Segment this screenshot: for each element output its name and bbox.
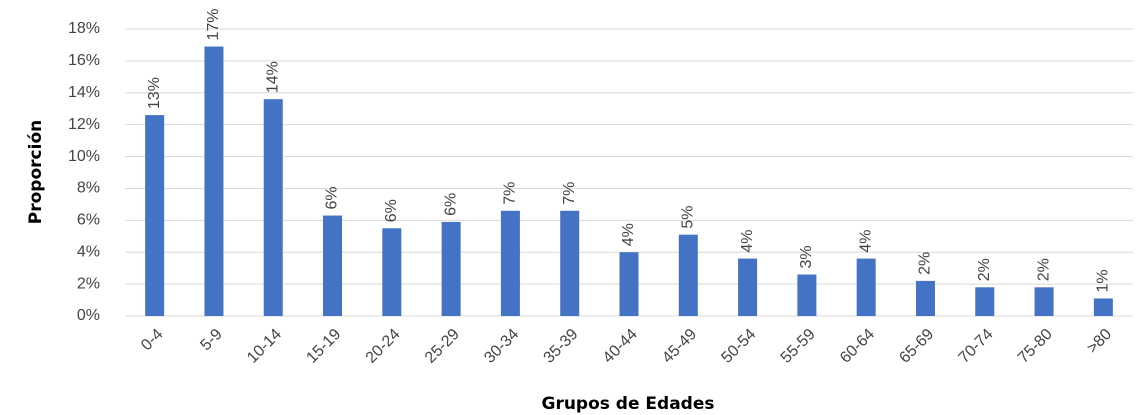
y-tick-label: 16% <box>68 52 100 69</box>
x-tick-label: 70-74 <box>956 326 997 367</box>
x-tick-label: 50-54 <box>718 326 759 367</box>
value-label: 14% <box>264 61 281 93</box>
bar <box>975 287 995 316</box>
x-tick-label: 45-49 <box>659 326 700 367</box>
bar <box>382 228 402 316</box>
value-label: 4% <box>739 229 756 252</box>
bar <box>915 280 935 316</box>
y-tick-label: 6% <box>77 212 100 229</box>
x-tick-label: 40-44 <box>600 326 641 367</box>
x-tick-label: 15-19 <box>303 326 344 367</box>
value-label: 2% <box>917 252 934 275</box>
y-tick-label: 4% <box>77 243 100 260</box>
value-label: 7% <box>502 182 519 205</box>
x-tick-label: 55-59 <box>778 326 819 367</box>
bar <box>500 210 520 316</box>
y-axis-title: Proporción <box>26 120 46 224</box>
y-tick-label: 18% <box>68 20 100 37</box>
x-axis-title: Grupos de Edades <box>541 394 714 414</box>
value-label: 4% <box>857 229 874 252</box>
x-tick-label: 0-4 <box>138 326 166 354</box>
bar <box>145 115 165 316</box>
y-tick-label: 2% <box>77 275 100 292</box>
bar <box>678 234 698 316</box>
value-label: 2% <box>976 258 993 281</box>
x-tick-label: 75-80 <box>1015 326 1056 367</box>
value-label: 6% <box>442 193 459 216</box>
bar <box>1093 298 1113 316</box>
bar <box>619 252 639 316</box>
bar <box>560 210 580 316</box>
x-tick-label: 35-39 <box>541 326 582 367</box>
bar <box>1034 287 1054 316</box>
value-label: 17% <box>205 9 222 41</box>
x-tick-label: 10-14 <box>244 326 285 367</box>
x-tick-label: 20-24 <box>363 326 404 367</box>
x-tick-label: 60-64 <box>837 326 878 367</box>
value-label: 13% <box>146 77 163 109</box>
bar <box>263 99 283 317</box>
bar <box>323 215 343 316</box>
bar <box>856 258 876 316</box>
y-tick-label: 0% <box>77 307 100 324</box>
y-tick-label: 8% <box>77 180 100 197</box>
y-tick-label: 12% <box>68 116 100 133</box>
y-tick-label: 10% <box>68 148 100 165</box>
value-label: 6% <box>324 186 341 209</box>
y-tick-label: 14% <box>68 84 100 101</box>
value-label: 2% <box>1035 258 1052 281</box>
bar <box>441 221 461 316</box>
value-label: 3% <box>798 245 815 268</box>
bar <box>738 258 758 316</box>
value-label: 7% <box>561 182 578 205</box>
bar <box>797 274 817 316</box>
value-label: 1% <box>1095 269 1112 292</box>
x-tick-label: 5-9 <box>197 326 225 354</box>
value-label: 5% <box>680 206 697 229</box>
value-label: 6% <box>383 199 400 222</box>
x-tick-label: 65-69 <box>896 326 937 367</box>
bar <box>204 46 224 317</box>
x-tick-label: 25-29 <box>422 326 463 367</box>
x-tick-label: >80 <box>1084 326 1115 357</box>
value-label: 4% <box>620 223 637 246</box>
x-tick-label: 30-34 <box>481 326 522 367</box>
